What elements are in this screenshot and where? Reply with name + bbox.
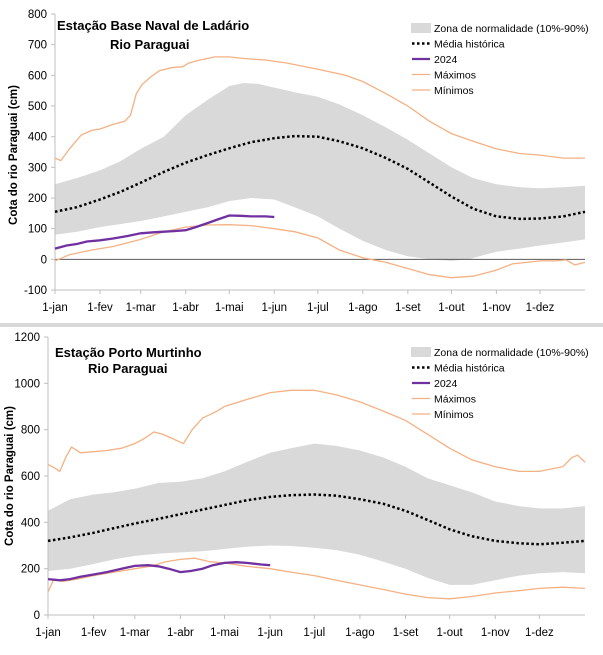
chart-title: Estação Base Naval de Ladário xyxy=(57,18,249,33)
panel-divider xyxy=(0,323,603,327)
x-tick-label: 1-mar xyxy=(126,302,156,314)
x-tick-label: 1-jul xyxy=(303,627,325,639)
x-tick-label: 1-jan xyxy=(42,302,68,314)
x-tick-label: 1-abr xyxy=(172,302,199,314)
x-tick-label: 1-ago xyxy=(345,627,374,639)
chart-panel-porto-murtinho: 0 200 400 600 800 1000 1200 1-jan 1-fev 1-mar 1-ab… xyxy=(0,328,603,650)
legend-swatch-normal-zone xyxy=(411,347,431,357)
y-tick-label: 200 xyxy=(28,193,47,205)
chart-title: Estação Porto Murtinho xyxy=(55,345,202,360)
y-tick-label: -100 xyxy=(24,285,47,297)
x-tick-label: 1-nov xyxy=(481,627,510,639)
y-tick-label: 400 xyxy=(21,517,40,529)
series-maximos-line xyxy=(47,389,586,473)
x-tick-label: 1-set xyxy=(393,627,419,639)
series-2024-line xyxy=(54,214,275,250)
x-tick-label: 1-out xyxy=(438,302,465,314)
x-tick-label: 1-out xyxy=(437,627,464,639)
x-tick-label: 1-mar xyxy=(120,627,150,639)
legend-label: 2024 xyxy=(434,54,458,66)
series-minimos-line xyxy=(54,224,586,279)
legend-label: Zona de normalidade (10%-90%) xyxy=(434,23,589,35)
legend-label: Média histórica xyxy=(434,39,505,51)
x-tick-label: 1-mai xyxy=(215,302,244,314)
y-tick-label: 1200 xyxy=(14,332,40,344)
legend-label: Mínimos xyxy=(434,409,474,421)
chart-panel-ladario: -100 0 100 200 300 400 500 600 700 800 1-jan 1-fev 1… xyxy=(0,0,603,322)
chart-subtitle: Rio Paraguai xyxy=(110,37,189,52)
y-tick-label: 800 xyxy=(28,9,47,21)
y-tick-label: 300 xyxy=(28,162,47,174)
series-maximos-line xyxy=(54,56,585,162)
x-tick-label: 1-mai xyxy=(210,627,239,639)
chart-subtitle: Rio Paraguai xyxy=(88,361,167,376)
x-tick-label: 1-ago xyxy=(348,302,377,314)
series-2024-line xyxy=(47,561,271,582)
y-tick-label: 600 xyxy=(28,70,47,82)
y-tick-label: 200 xyxy=(21,564,40,576)
y-tick-label: 500 xyxy=(28,101,47,113)
x-tick-label: 1-fev xyxy=(87,302,113,314)
y-tick-label: 0 xyxy=(41,254,47,266)
x-tick-label: 1-abr xyxy=(167,627,194,639)
legend-label: Média histórica xyxy=(434,363,505,375)
y-tick-label: 1000 xyxy=(14,378,40,390)
x-tick-label: 1-dez xyxy=(526,302,555,314)
series-minimos-line xyxy=(47,557,586,600)
series-media-historica-line xyxy=(54,134,586,221)
x-tick-label: 1-jun xyxy=(257,627,283,639)
chart-ladario: -100 0 100 200 300 400 500 600 700 800 1-jan 1-fev 1… xyxy=(8,9,589,314)
x-tick-label: 1-jan xyxy=(35,627,61,639)
legend-label: Máximos xyxy=(434,394,476,406)
y-tick-label: 800 xyxy=(21,425,40,437)
chart-porto-murtinho: 0 200 400 600 800 1000 1200 1-jan 1-fev 1-mar 1-ab… xyxy=(4,332,589,639)
x-tick-label: 1-dez xyxy=(525,627,554,639)
y-tick-label: 0 xyxy=(34,610,40,622)
x-tick-label: 1-jun xyxy=(261,302,287,314)
y-tick-label: 100 xyxy=(28,224,47,236)
y-tick-label: 400 xyxy=(28,132,47,144)
legend-swatch-normal-zone xyxy=(411,23,431,33)
legend-label: Mínimos xyxy=(434,85,474,97)
x-tick-label: 1-set xyxy=(395,302,421,314)
y-tick-label: 700 xyxy=(28,40,47,52)
series-media-historica-line xyxy=(47,493,586,546)
y-axis-label: Cota do rio Paraguai (cm) xyxy=(8,85,20,225)
x-tick-label: 1-nov xyxy=(482,302,511,314)
x-tick-label: 1-jul xyxy=(307,302,329,314)
legend-label: Zona de normalidade (10%-90%) xyxy=(434,347,589,359)
legend-label: Máximos xyxy=(434,70,476,82)
x-tick-label: 1-fev xyxy=(81,627,107,639)
legend-label: 2024 xyxy=(434,378,458,390)
normal-zone-band xyxy=(48,443,585,585)
normal-zone-band xyxy=(55,83,585,261)
y-axis-label: Cota do rio Paraguai (cm) xyxy=(4,406,16,546)
y-tick-label: 600 xyxy=(21,471,40,483)
